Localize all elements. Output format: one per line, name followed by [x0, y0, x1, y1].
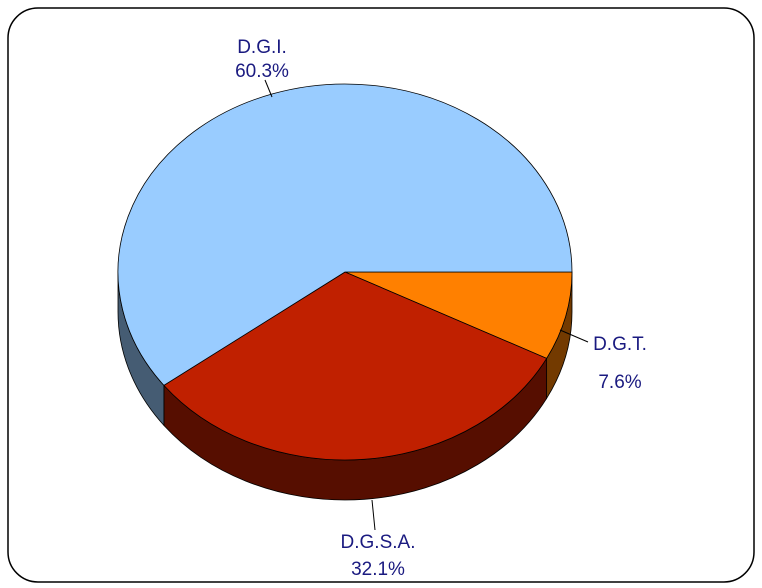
leader-line: [371, 499, 376, 531]
slice-label: D.G.S.A.: [341, 532, 416, 553]
pie-slice: [117, 83, 573, 386]
slice-value-label: 60.3%: [235, 61, 289, 82]
slice-label: D.G.T.: [593, 334, 647, 355]
slice-value-label: 32.1%: [351, 559, 405, 580]
pie-slice: [344, 271, 573, 359]
pie-slice: [163, 271, 548, 461]
slice-value-label: 7.6%: [598, 372, 641, 393]
leader-line: [264, 79, 273, 98]
slice-label: D.G.I.: [237, 37, 287, 58]
pie: D.G.T. 7.6% D.G.S.A. 32.1% D.G.I. 60.3%: [117, 37, 647, 580]
leader-line: [559, 329, 589, 343]
